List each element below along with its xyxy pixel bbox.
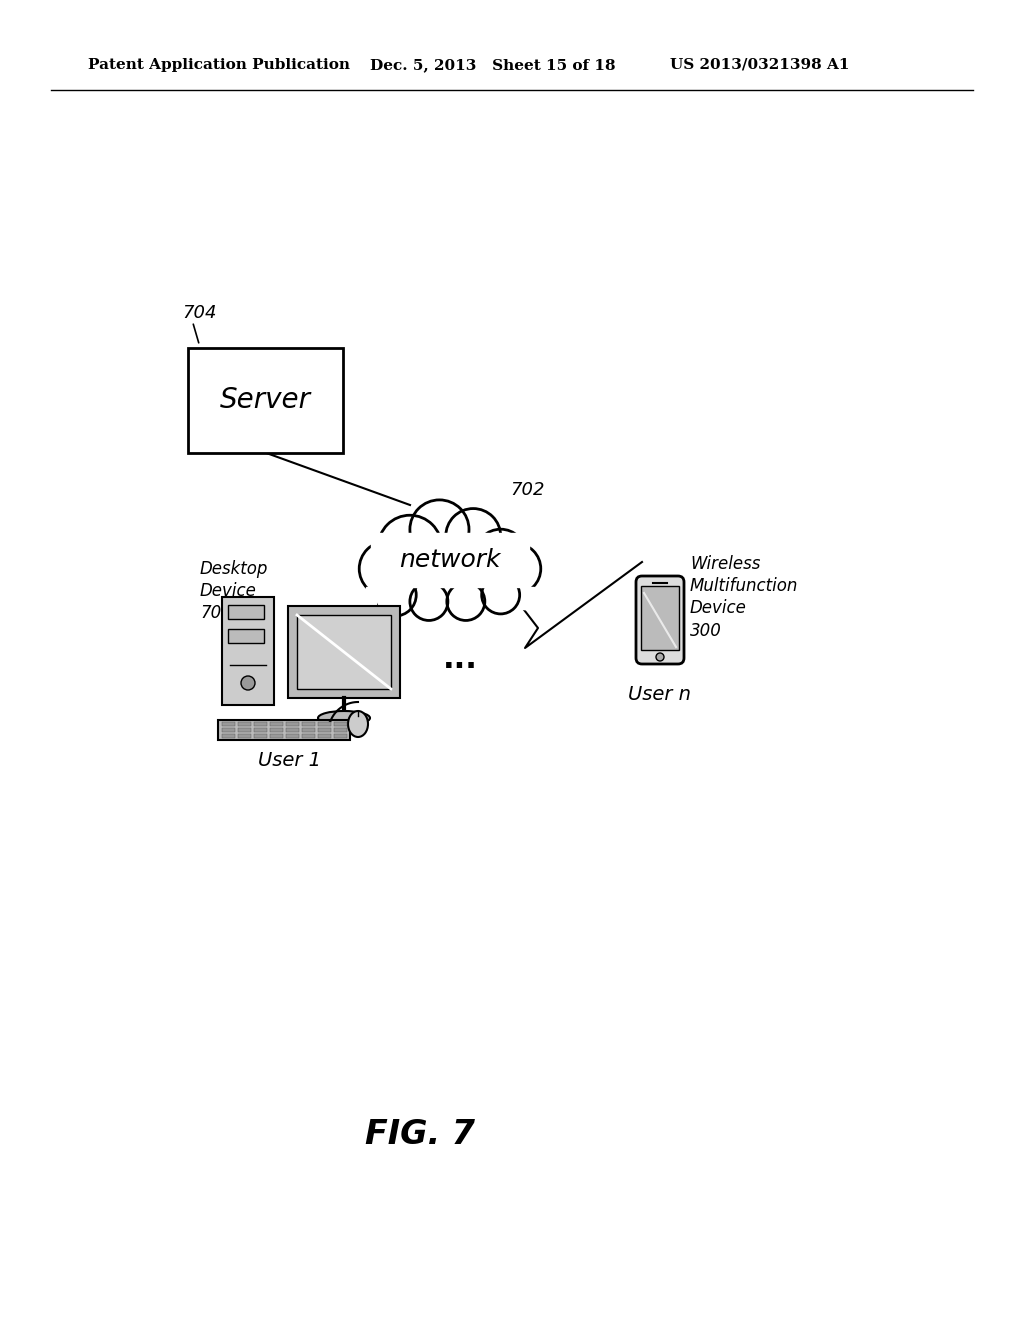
Ellipse shape — [318, 711, 370, 725]
Bar — [254, 734, 267, 738]
Text: network: network — [399, 548, 501, 572]
Bar — [318, 722, 331, 726]
Text: FIG. 7: FIG. 7 — [365, 1118, 475, 1151]
Bar — [218, 719, 350, 741]
Text: Desktop
Device
708: Desktop Device 708 — [200, 560, 268, 623]
Bar — [302, 722, 315, 726]
Bar — [270, 734, 283, 738]
FancyBboxPatch shape — [636, 576, 684, 664]
Text: ...: ... — [442, 645, 477, 675]
Bar — [641, 586, 679, 649]
Text: Patent Application Publication: Patent Application Publication — [88, 58, 350, 73]
Bar — [524, 587, 535, 609]
Bar — [222, 597, 274, 705]
Circle shape — [359, 541, 414, 597]
Circle shape — [656, 653, 664, 661]
Bar — [302, 734, 315, 738]
Bar — [187, 347, 342, 453]
Bar — [318, 729, 331, 733]
Bar — [302, 729, 315, 733]
Circle shape — [374, 574, 416, 616]
Bar — [371, 572, 529, 587]
Bar — [222, 734, 234, 738]
Circle shape — [241, 676, 255, 690]
Text: Wireless
Multifunction
Device
300: Wireless Multifunction Device 300 — [690, 554, 799, 640]
Bar — [318, 734, 331, 738]
Text: User n: User n — [629, 685, 691, 705]
Circle shape — [410, 582, 447, 620]
Text: 704: 704 — [182, 304, 217, 322]
Bar — [366, 587, 376, 609]
Circle shape — [446, 582, 484, 620]
Text: Dec. 5, 2013   Sheet 15 of 18: Dec. 5, 2013 Sheet 15 of 18 — [370, 58, 615, 73]
Circle shape — [378, 515, 441, 578]
Bar — [334, 722, 347, 726]
Text: User 1: User 1 — [258, 751, 322, 770]
Bar — [286, 729, 299, 733]
Bar — [270, 722, 283, 726]
Bar — [238, 729, 251, 733]
Bar — [228, 605, 264, 619]
Bar — [254, 722, 267, 726]
Bar — [228, 630, 264, 643]
Ellipse shape — [348, 711, 368, 737]
Bar — [297, 615, 391, 689]
Circle shape — [410, 500, 469, 558]
Bar — [254, 729, 267, 733]
Bar — [334, 734, 347, 738]
Circle shape — [481, 576, 519, 614]
Text: 702: 702 — [510, 480, 545, 499]
Circle shape — [490, 544, 541, 594]
Bar — [286, 722, 299, 726]
Circle shape — [445, 508, 501, 564]
Bar — [288, 606, 400, 698]
Bar — [270, 729, 283, 733]
Text: Server: Server — [219, 385, 310, 414]
Circle shape — [475, 529, 526, 579]
Bar — [238, 734, 251, 738]
Text: US 2013/0321398 A1: US 2013/0321398 A1 — [670, 58, 850, 73]
Bar — [238, 722, 251, 726]
Bar — [222, 729, 234, 733]
Bar — [366, 572, 535, 609]
Bar — [371, 533, 529, 598]
Bar — [286, 734, 299, 738]
Bar — [222, 722, 234, 726]
Bar — [334, 729, 347, 733]
